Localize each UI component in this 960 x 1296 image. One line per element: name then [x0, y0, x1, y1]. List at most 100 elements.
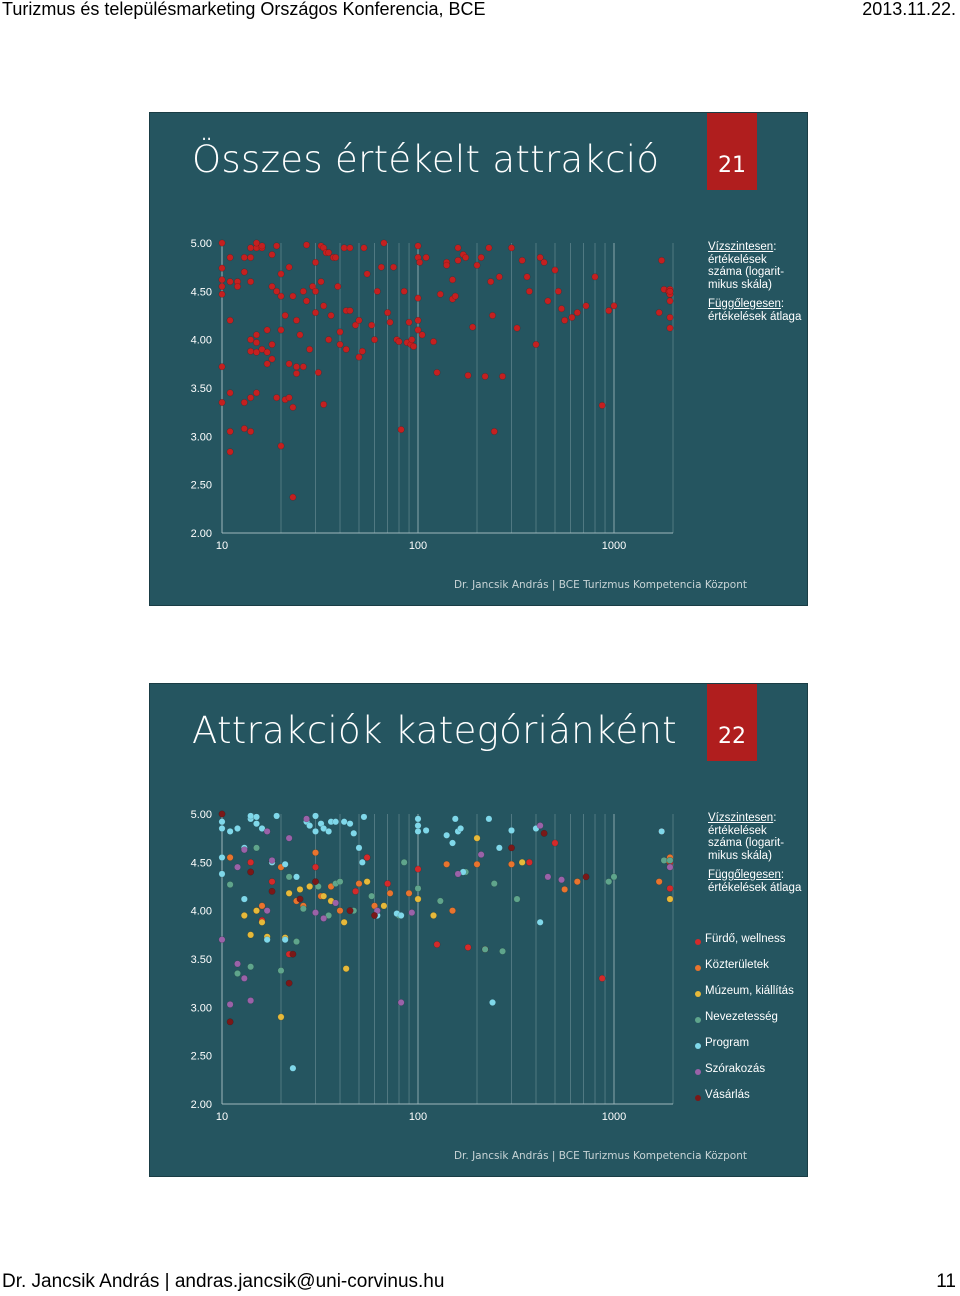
- axis-note-vertical: Függőlegesen: értékelések átlaga: [708, 869, 803, 894]
- data-point: [360, 244, 368, 252]
- data-point: [384, 309, 392, 317]
- data-point: [312, 909, 319, 917]
- data-point: [234, 863, 241, 871]
- y-tick-label: 4.50: [191, 857, 212, 869]
- data-point: [489, 312, 496, 319]
- data-point: [303, 297, 310, 305]
- data-point: [414, 827, 422, 835]
- data-point: [582, 873, 590, 881]
- data-point: [414, 294, 422, 302]
- data-point: [390, 263, 397, 271]
- y-tick-label: 4.50: [191, 286, 212, 298]
- data-point: [414, 822, 422, 830]
- data-point: [397, 999, 405, 1006]
- data-point: [400, 287, 408, 295]
- data-point: [346, 244, 354, 252]
- data-point: [281, 936, 289, 944]
- data-point: [336, 878, 344, 886]
- note-v-text: : értékelések átlaga: [708, 298, 802, 323]
- data-point: [234, 960, 241, 968]
- data-point: [226, 827, 234, 835]
- data-point: [332, 818, 340, 826]
- data-point: [386, 318, 394, 326]
- data-point: [462, 254, 470, 261]
- data-point: [258, 242, 266, 250]
- legend-item: Fürdő, wellness: [695, 933, 805, 960]
- data-point: [495, 844, 503, 852]
- data-point: [551, 839, 559, 847]
- header-title: Turizmus és településmarketing Országos …: [2, 0, 486, 19]
- data-point: [334, 283, 342, 290]
- data-point: [247, 336, 255, 344]
- data-point: [454, 870, 462, 878]
- data-point: [240, 425, 248, 433]
- data-point: [554, 287, 562, 295]
- data-point: [320, 892, 328, 900]
- data-point: [582, 302, 590, 310]
- data-point: [360, 813, 368, 821]
- data-point: [386, 889, 394, 897]
- data-point: [258, 918, 266, 926]
- data-point: [352, 321, 359, 329]
- data-point: [561, 885, 569, 893]
- data-point: [363, 878, 371, 886]
- data-point: [464, 943, 472, 951]
- data-point: [666, 297, 674, 305]
- data-point: [368, 892, 376, 900]
- y-tick-label: 2.00: [191, 528, 212, 540]
- data-point: [598, 974, 606, 982]
- data-point: [544, 873, 552, 881]
- data-point: [253, 820, 260, 828]
- data-point: [281, 312, 289, 319]
- data-point: [373, 907, 381, 915]
- data-point: [240, 254, 248, 261]
- data-point: [268, 878, 276, 886]
- data-point: [666, 313, 674, 321]
- data-point: [268, 355, 276, 363]
- data-point: [540, 829, 548, 837]
- data-point: [573, 309, 581, 317]
- data-point: [312, 827, 319, 835]
- data-point: [253, 389, 260, 397]
- data-point: [240, 912, 248, 919]
- data-point: [605, 307, 613, 315]
- slide-22: Attrakciók kategóriánként 22 5.00 4.50 4.0…: [150, 684, 807, 1176]
- data-point: [314, 883, 322, 890]
- data-point: [340, 244, 348, 252]
- data-point: [355, 353, 363, 361]
- data-point: [380, 239, 388, 247]
- data-point: [346, 907, 354, 915]
- data-point: [268, 887, 276, 895]
- data-point: [395, 338, 403, 346]
- data-point: [234, 283, 241, 290]
- data-point: [247, 997, 255, 1005]
- data-point: [536, 822, 544, 830]
- data-point: [240, 974, 248, 982]
- data-point: [536, 918, 544, 926]
- data-point: [422, 826, 430, 834]
- x-tick-label: 1000: [602, 540, 626, 552]
- legend-label: Múzeum, kiállítás: [705, 985, 794, 997]
- data-point: [296, 885, 304, 893]
- data-point: [226, 254, 234, 261]
- data-point: [368, 321, 376, 329]
- legend-swatch: [695, 1069, 701, 1075]
- data-point: [268, 856, 276, 864]
- axis-note-vertical: Függőlegesen: értékelések átlaga: [708, 298, 803, 323]
- data-point: [247, 812, 255, 820]
- data-point: [325, 912, 333, 919]
- slide-number-badge: 21: [707, 113, 757, 190]
- data-point: [325, 827, 333, 835]
- data-point: [299, 363, 307, 371]
- note-h-text: : értékelések száma (logarit-mikus skála…: [708, 812, 785, 862]
- legend-swatch: [695, 1095, 701, 1101]
- data-point: [327, 883, 335, 890]
- data-point: [518, 858, 526, 866]
- data-point: [293, 938, 300, 946]
- slide-21: Összes értékelt attrakció 21 5.00 4.50 4.0…: [150, 113, 807, 605]
- data-point: [336, 341, 344, 348]
- data-point: [277, 1013, 285, 1021]
- footer-page-number: 11: [936, 1271, 956, 1292]
- data-point: [306, 883, 314, 890]
- data-point: [268, 283, 276, 290]
